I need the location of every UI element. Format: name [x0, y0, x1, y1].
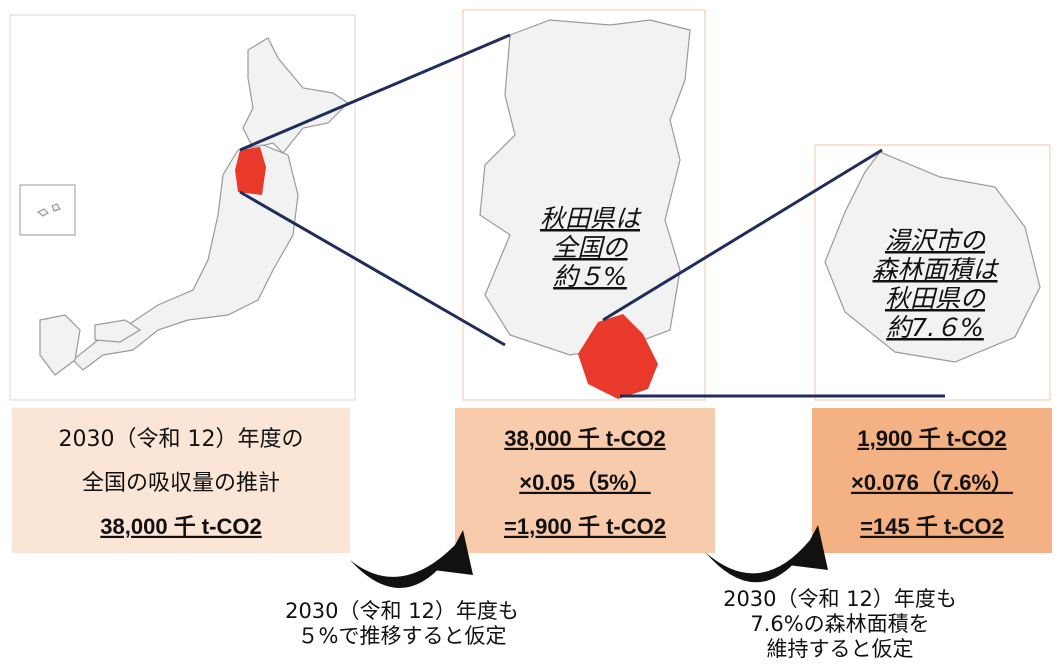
map-label: 約５% — [553, 262, 627, 291]
box-line: 2030（令和 12）年度の — [59, 427, 304, 452]
inset-frame — [19, 184, 76, 236]
map-label: 湯沢市の — [885, 226, 987, 255]
akita-highlight — [235, 147, 266, 195]
info-box — [455, 408, 715, 553]
arrow — [350, 530, 473, 589]
caption: 維持すると仮定 — [767, 637, 914, 661]
info-box — [812, 408, 1052, 553]
map-label: 秋田県の — [885, 284, 987, 313]
box-line: 全国の吸収量の推計 — [82, 471, 280, 496]
yuzawa-map — [824, 151, 1041, 363]
box-line: 38,000 千 t-CO2 — [100, 514, 261, 539]
info-box — [12, 408, 350, 553]
map-label: 全国の — [552, 233, 629, 262]
honshu — [72, 144, 299, 371]
box-line: ×0.076（7.6%） — [851, 470, 1013, 495]
map-label: 森林面積は — [872, 255, 999, 284]
islands — [36, 203, 61, 217]
caption: 2030（令和 12）年度も — [285, 599, 519, 623]
hokkaido — [242, 37, 349, 154]
kyushu-shikoku — [39, 314, 142, 376]
arrow — [705, 525, 828, 583]
box-line: ×0.05（5%） — [519, 470, 650, 495]
yuzawa-highlight — [578, 314, 658, 399]
map-label: 約7.６% — [886, 313, 984, 342]
box-line: =145 千 t-CO2 — [860, 514, 1004, 539]
caption: ５%で推移すると仮定 — [298, 624, 507, 648]
caption: 2030（令和 12）年度も — [723, 587, 957, 611]
caption: 7.6%の森林面積を — [750, 612, 929, 636]
connectors — [239, 33, 945, 398]
box-line: 38,000 千 t-CO2 — [504, 426, 665, 451]
box-line: =1,900 千 t-CO2 — [504, 514, 666, 539]
akita-map — [479, 19, 691, 356]
map-label: 秋田県は — [540, 204, 642, 233]
box-line: 1,900 千 t-CO2 — [857, 426, 1006, 451]
